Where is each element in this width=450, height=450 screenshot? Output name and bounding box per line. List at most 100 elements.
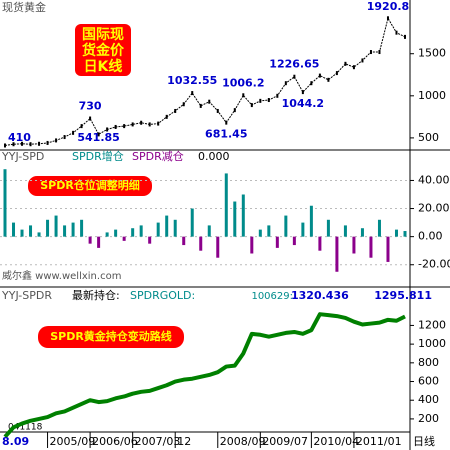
price-point [327,77,330,82]
value-label: 1320.436 [291,289,349,302]
x-tick-label: 2009/07 [262,435,308,448]
bar [292,236,296,246]
price-point [182,102,185,107]
bar [88,236,92,244]
price-point [148,122,151,127]
bar [267,225,271,237]
bar [165,215,169,237]
bar [139,225,143,237]
price-point [97,132,100,137]
bar [156,222,160,237]
price-point [80,124,83,129]
price-point [72,130,75,135]
price-point [29,142,32,147]
value-label: 1032.55 [167,74,217,87]
bar [63,225,67,237]
price-point [242,93,245,98]
price-point [4,143,6,148]
bar [216,236,220,258]
price-point [38,141,41,146]
holdings-line [3,312,406,439]
y-tick-label: 0.00 [418,230,443,243]
annotation: 货金价 [81,42,125,59]
bar [318,236,322,251]
bar [105,232,109,237]
price-point [386,16,389,21]
bar [207,225,211,237]
bar [250,236,254,254]
y-tick-label: 200 [418,412,439,425]
price-point [191,91,194,96]
bar [46,219,50,237]
bar [37,232,41,237]
price-point [335,71,338,76]
y-tick-label: 1000 [418,89,446,102]
x-tick-label: 12 [177,435,191,448]
y-tick-label: 1000 [418,337,446,350]
price-point [250,103,253,108]
bar [131,228,135,237]
start-date: 041118 [8,423,43,433]
price-point [165,114,168,119]
bar [12,222,16,237]
x-tick-label: 2008/09 [220,435,266,448]
legend-entry: SPDR减仓 [132,149,184,163]
price-point [233,108,236,113]
bar [309,205,313,237]
bar [114,229,118,237]
price-point [267,98,270,103]
bar [258,229,262,237]
bar [97,236,101,248]
value-label: 1006.2 [222,76,264,89]
x-tick-label: 2005/09 [50,435,96,448]
price-point [259,98,262,103]
value-label: 410 [8,131,31,144]
bar [173,219,177,237]
value-label: 8.09 [2,435,29,448]
price-point [395,30,398,35]
annotation-box [38,326,184,348]
x-unit: 日线 [413,434,435,448]
price-point [174,108,177,113]
bar [233,201,237,237]
panel-title: 现货黄金 [2,0,46,14]
bar [3,169,7,237]
bar [403,231,407,237]
price-point [284,81,287,86]
panel-title: YYJ-SPDR [1,289,52,302]
bar [80,219,84,237]
price-point [114,124,117,129]
bar [369,236,373,258]
price-point [12,142,15,147]
bar [182,236,186,246]
y-tick-label: 20.00 [418,202,450,215]
price-point [106,127,109,132]
price-point [140,120,143,125]
bar [20,229,24,237]
value-label: 730 [79,100,102,113]
price-point [293,74,296,79]
price-point [199,103,202,108]
bar [394,229,398,237]
watermark: 威尔鑫 www.wellxin.com [2,269,121,282]
price-point [310,81,313,86]
price-point [131,122,134,127]
bar [275,236,279,248]
value-label: 681.45 [205,128,247,141]
bar [360,228,364,237]
bar [335,236,339,272]
value-label: 1044.2 [282,97,324,110]
y-tick-label: 500 [418,131,439,144]
y-tick-label: 400 [418,393,439,406]
price-point [361,58,364,63]
y-tick-label: 1500 [418,47,446,60]
bar [386,236,390,262]
price-line [4,17,406,146]
price-point [225,120,228,125]
price-point [21,141,24,146]
bar [29,225,33,237]
price-point [55,138,58,143]
price-point [157,121,160,126]
value-label: 541.85 [77,131,119,144]
